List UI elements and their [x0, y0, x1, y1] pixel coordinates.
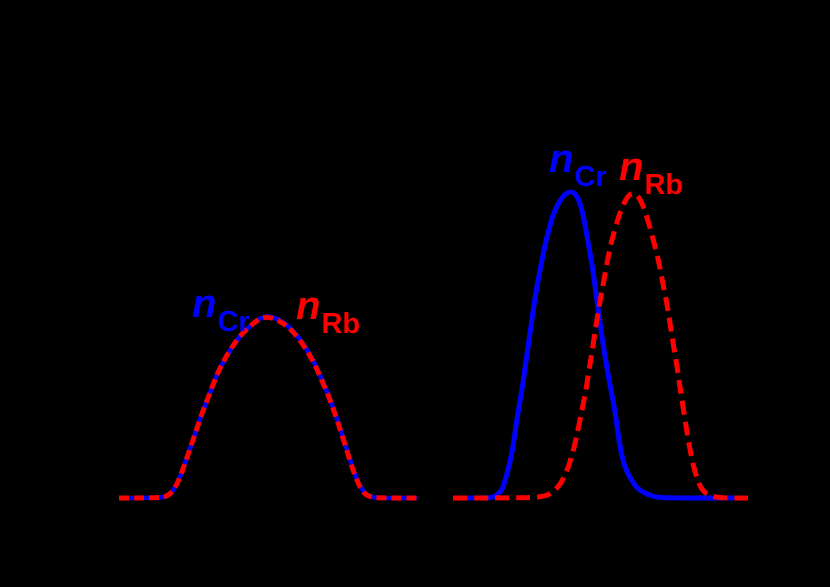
curve-left-n-cr [118, 314, 417, 501]
curve-right-n-rb [452, 191, 748, 501]
curve-left-n-rb [118, 314, 417, 501]
curve-right-n-cr [452, 189, 748, 501]
